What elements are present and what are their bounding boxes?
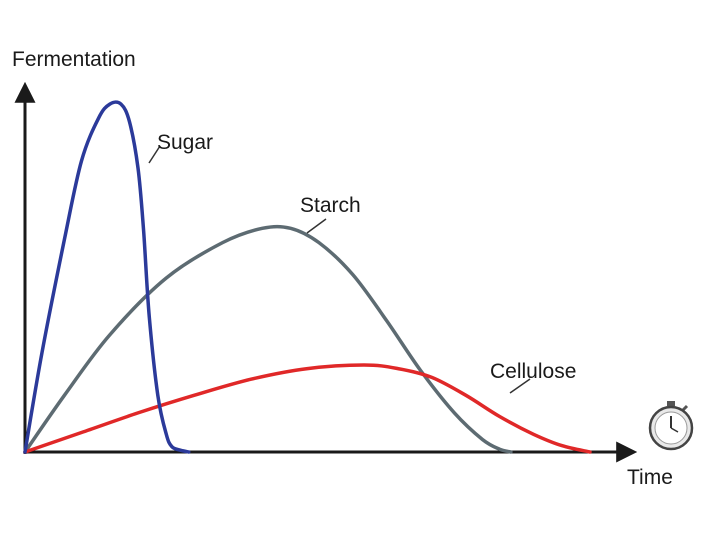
leader-line-sugar (148, 145, 161, 164)
x-axis-title: Time (627, 466, 673, 489)
series-label-cellulose: Cellulose (490, 360, 576, 383)
leader-line-cellulose (509, 378, 531, 394)
y-axis-title: Fermentation (12, 48, 136, 71)
series-line-starch (23, 224, 513, 454)
stopwatch-icon (648, 401, 694, 451)
series-label-starch: Starch (300, 194, 361, 217)
leader-line-starch (306, 218, 327, 234)
series-layer: Sugar Starch Cellulose (23, 100, 592, 454)
series-line-cellulose (23, 363, 592, 454)
series-line-sugar (23, 100, 191, 454)
series-label-sugar: Sugar (157, 131, 213, 154)
